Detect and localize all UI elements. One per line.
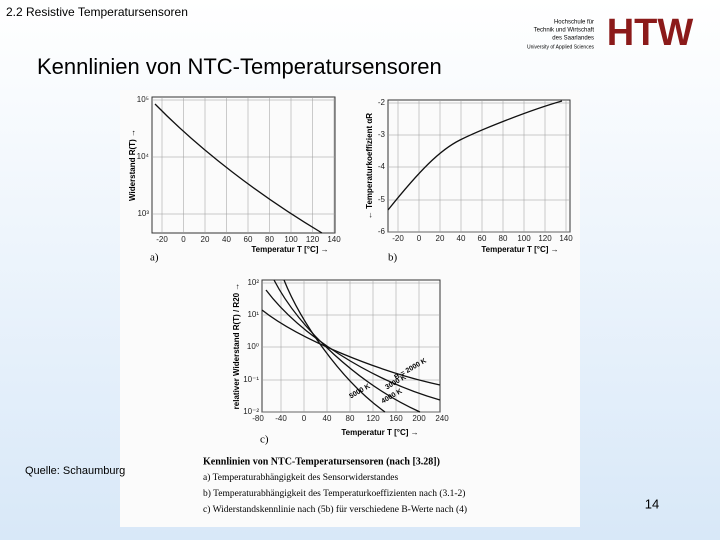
- x-tick-label: -40: [275, 414, 287, 423]
- y-tick-label: 10⁰: [247, 342, 259, 351]
- x-tick-label: 0: [181, 235, 186, 244]
- curve: [154, 103, 323, 234]
- y-tick-label: -6: [378, 227, 386, 236]
- panel-label: b): [388, 252, 398, 264]
- curve: [265, 289, 441, 401]
- x-tick-label: 120: [538, 234, 552, 243]
- curve: [387, 100, 563, 211]
- x-tick-label: 0: [417, 234, 422, 243]
- x-tick-label: 80: [265, 235, 274, 244]
- y-tick-label: -2: [378, 98, 386, 107]
- curve: [283, 279, 386, 413]
- y-axis-label: relativer Widerstand R(T) / R20 →: [232, 283, 241, 410]
- x-tick-label: 120: [366, 414, 380, 423]
- y-tick-label: -4: [378, 162, 386, 171]
- curve: [273, 279, 421, 413]
- section: 2.2 Resistive Temperatursensoren: [6, 5, 188, 19]
- x-tick-label: 240: [435, 414, 449, 423]
- y-tick-label: 10¹: [247, 310, 259, 319]
- x-tick-label: 40: [457, 234, 466, 243]
- panel-label: c): [260, 434, 269, 446]
- plot-frame: [151, 96, 336, 234]
- logo-mark: HTW: [607, 12, 694, 54]
- logo: Hochschule für Technik und Wirtschaft de…: [527, 12, 693, 54]
- curve: [261, 309, 441, 386]
- x-tick-label: 120: [306, 235, 320, 244]
- y-axis-label: Widerstand R(T) →: [128, 129, 137, 201]
- x-tick-label: 160: [389, 414, 403, 423]
- x-tick-label: 20: [436, 234, 445, 243]
- caption-line: a) Temperaturabhängigkeit des Sensorwide…: [203, 472, 398, 483]
- x-tick-label: 140: [327, 235, 341, 244]
- y-tick-label: 10³: [137, 209, 149, 218]
- y-tick-label: 10⁻²: [243, 407, 259, 416]
- x-tick-label: 40: [323, 414, 332, 423]
- x-tick-label: 80: [499, 234, 508, 243]
- panel-label: a): [150, 252, 159, 264]
- x-tick-label: -20: [392, 234, 404, 243]
- x-tick-label: 100: [517, 234, 531, 243]
- y-tick-label: -3: [378, 130, 386, 139]
- logo-line: des Saarlandes: [552, 36, 594, 42]
- y-tick-label: 10⁴: [137, 152, 150, 161]
- caption-line: b) Temperaturabhängigkeit des Temperatur…: [203, 488, 465, 499]
- logo-line: University of Applied Sciences: [527, 44, 594, 50]
- x-tick-label: 0: [302, 414, 307, 423]
- x-axis-label: Temperatur T [°C] →: [481, 245, 558, 254]
- y-tick-label: -5: [378, 195, 386, 204]
- x-tick-label: -20: [156, 235, 168, 244]
- x-tick-label: 140: [559, 234, 573, 243]
- x-axis-label: Temperatur T [°C] →: [251, 245, 328, 254]
- y-tick-label: 10²: [247, 278, 259, 287]
- y-tick-label: 10⁻¹: [243, 375, 259, 384]
- title: Kennlinien von NTC-Temperatursensoren: [37, 54, 442, 79]
- x-tick-label: 60: [244, 235, 253, 244]
- x-tick-label: 80: [346, 414, 355, 423]
- y-axis-label: ← Temperaturkoeffizient αR: [365, 113, 374, 219]
- x-tick-label: -80: [252, 414, 264, 423]
- page-number: 14: [645, 496, 659, 511]
- x-tick-label: 100: [284, 235, 298, 244]
- x-tick-label: 60: [478, 234, 487, 243]
- logo-line: Hochschule für: [554, 20, 594, 26]
- figure: -20 0 20 40 60 80 100 120 14010⁵10⁴10³Widerstand…: [128, 95, 573, 515]
- x-tick-label: 20: [201, 235, 210, 244]
- x-tick-label: 200: [412, 414, 426, 423]
- caption-line: c) Widerstandskennlinie nach (5b) für ve…: [203, 504, 467, 515]
- x-axis-label: Temperatur T [°C] →: [341, 428, 418, 437]
- x-tick-label: 40: [222, 235, 231, 244]
- logo-line: Technik und Wirtschaft: [534, 28, 595, 34]
- caption-line: Kennlinien von NTC-Temperatursensoren (n…: [203, 456, 440, 467]
- source: Quelle: Schaumburg: [25, 465, 125, 477]
- y-tick-label: 10⁵: [137, 95, 149, 104]
